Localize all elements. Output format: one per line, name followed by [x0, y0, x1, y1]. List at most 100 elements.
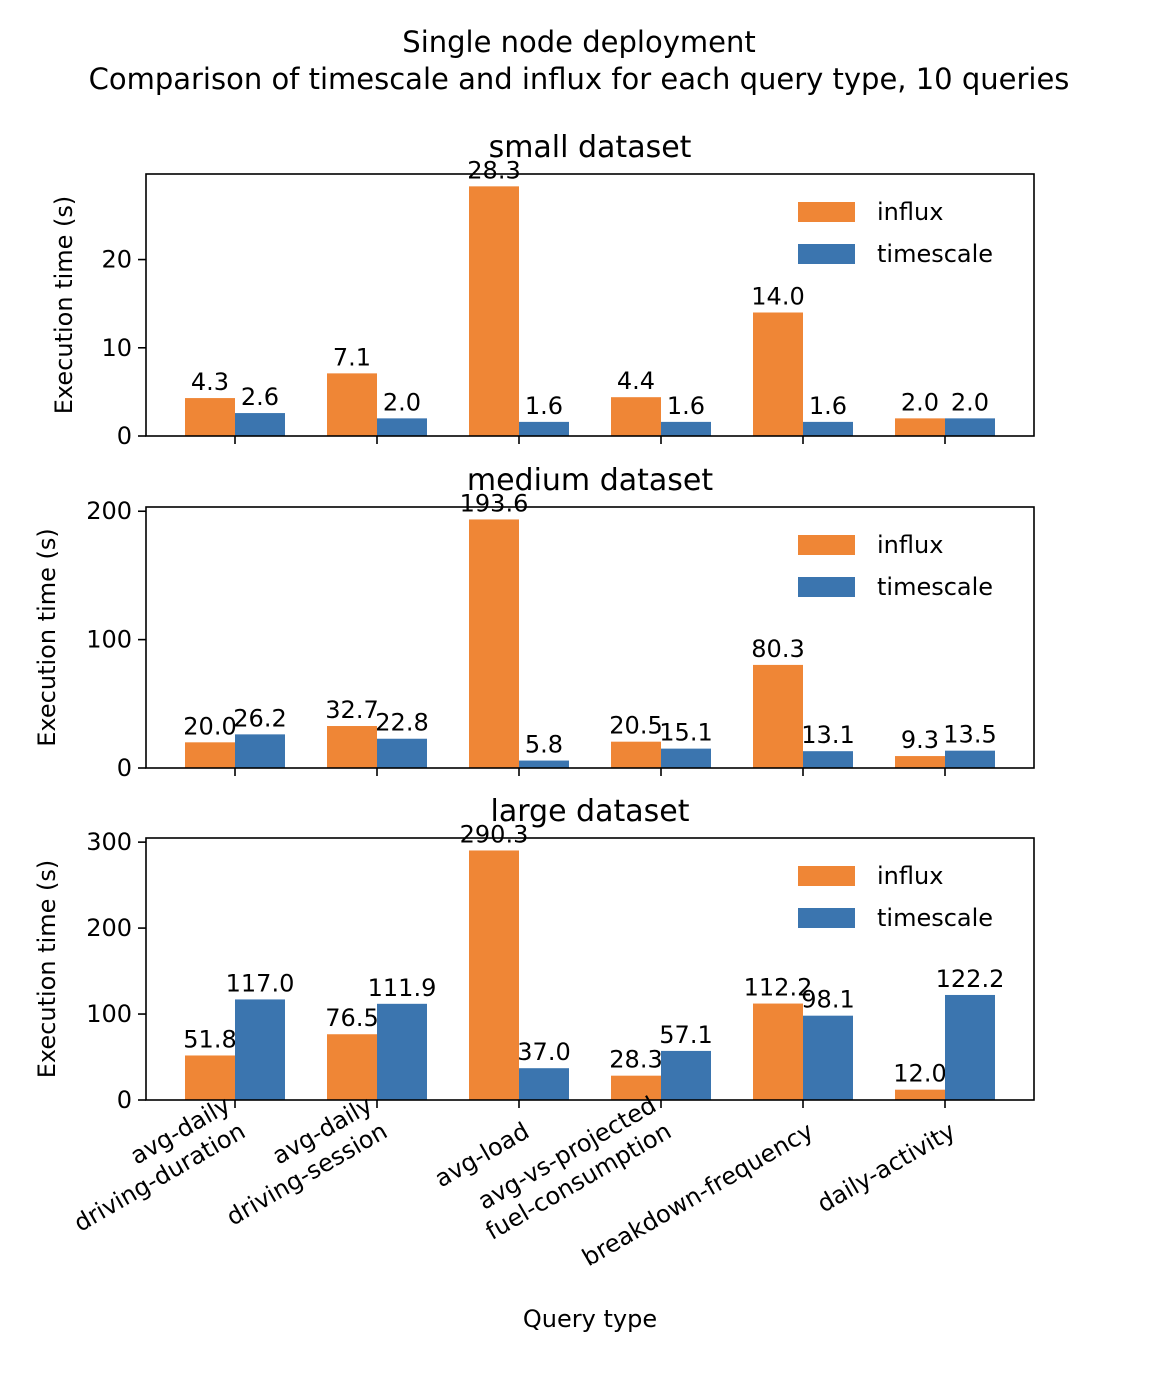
- data-label-influx-2: 32.7: [325, 696, 378, 724]
- data-label-influx-1: 4.3: [191, 368, 229, 396]
- bar-timescale-3: [519, 421, 569, 436]
- figure-title-line2: Comparison of timescale and influx for e…: [89, 62, 1070, 96]
- bar-influx-1: [185, 398, 235, 436]
- panel-title: large dataset: [491, 794, 690, 829]
- bar-timescale-5: [803, 751, 853, 768]
- data-label-timescale-1: 117.0: [226, 969, 295, 997]
- y-tick-label: 100: [86, 626, 132, 654]
- legend-swatch-timescale: [798, 577, 855, 597]
- data-label-timescale-5: 13.1: [801, 721, 854, 749]
- panel-title: medium dataset: [467, 463, 713, 498]
- figure-title-line1: Single node deployment: [402, 25, 755, 59]
- y-tick-label: 0: [117, 1086, 132, 1114]
- data-label-timescale-4: 1.6: [667, 392, 705, 420]
- data-label-influx-5: 14.0: [751, 282, 804, 310]
- y-tick-label: 200: [86, 497, 132, 525]
- legend: influx timescale: [798, 862, 993, 932]
- y-axis-label: Execution time (s): [33, 860, 61, 1078]
- bar-timescale-2: [377, 418, 427, 436]
- bar-influx-4: [611, 1075, 661, 1100]
- data-label-influx-4: 20.5: [609, 712, 662, 740]
- data-label-timescale-2: 2.0: [383, 388, 421, 416]
- legend: influx timescale: [798, 198, 993, 268]
- bar-influx-4: [611, 741, 661, 768]
- data-label-timescale-4: 57.1: [659, 1021, 712, 1049]
- y-tick-label: 10: [101, 334, 132, 362]
- data-label-influx-6: 2.0: [901, 388, 939, 416]
- data-label-influx-6: 12.0: [893, 1060, 946, 1088]
- y-tick-label: 200: [86, 914, 132, 942]
- data-label-timescale-5: 98.1: [801, 986, 854, 1014]
- data-label-timescale-1: 2.6: [241, 383, 279, 411]
- data-label-timescale-2: 22.8: [375, 709, 428, 737]
- bar-influx-6: [895, 418, 945, 436]
- data-label-influx-1: 51.8: [183, 1025, 236, 1053]
- bar-influx-2: [327, 373, 377, 436]
- data-label-timescale-4: 15.1: [659, 719, 712, 747]
- data-label-influx-4: 4.4: [617, 367, 655, 395]
- bar-timescale-4: [661, 421, 711, 436]
- axes-frame: [145, 506, 1035, 769]
- legend-swatch-influx: [798, 202, 855, 222]
- y-tick-label: 0: [117, 422, 132, 450]
- bar-influx-1: [185, 742, 235, 768]
- chart-panel-2: 20.0 32.7 193.6 20.5 80.3 9.3 26.2 22.8 5.8 15.1 1…: [33, 463, 1035, 782]
- y-tick-label: 20: [101, 246, 132, 274]
- data-label-influx-4: 28.3: [609, 1046, 662, 1074]
- y-axis-label: Execution time (s): [33, 528, 61, 746]
- bar-timescale-4: [661, 1050, 711, 1100]
- bar-timescale-1: [235, 413, 285, 436]
- y-tick-label: 0: [117, 754, 132, 782]
- data-label-influx-1: 20.0: [183, 712, 236, 740]
- legend-label-influx: influx: [877, 198, 943, 226]
- data-label-influx-3: 290.3: [460, 820, 529, 848]
- bar-influx-3: [469, 186, 519, 436]
- legend-label-influx: influx: [877, 531, 943, 559]
- data-label-influx-5: 112.2: [744, 974, 813, 1002]
- bar-timescale-6: [945, 750, 995, 768]
- bar-influx-6: [895, 1089, 945, 1100]
- bar-influx-4: [611, 397, 661, 436]
- bar-timescale-6: [945, 418, 995, 436]
- panel-title: small dataset: [489, 130, 692, 165]
- data-label-influx-3: 28.3: [467, 156, 520, 184]
- bar-timescale-2: [377, 1003, 427, 1100]
- data-label-influx-6: 9.3: [901, 726, 939, 754]
- bar-influx-5: [753, 1003, 803, 1100]
- bar-timescale-5: [803, 421, 853, 436]
- chart-panel-1: 4.3 7.1 28.3 4.4 14.0 2.0 2.6 2.0 1.6 1.6 1.6 2.0 0 1…: [50, 130, 1035, 450]
- y-tick-label: 300: [86, 828, 132, 856]
- bar-timescale-3: [519, 760, 569, 768]
- bar-timescale-1: [235, 734, 285, 768]
- legend-swatch-timescale: [798, 244, 855, 264]
- data-label-influx-3: 193.6: [460, 489, 529, 517]
- bar-timescale-6: [945, 994, 995, 1100]
- bar-timescale-2: [377, 738, 427, 768]
- axes-frame: [145, 837, 1035, 1101]
- y-axis-label: Execution time (s): [50, 196, 78, 414]
- x-axis-label: Query type: [523, 1305, 657, 1333]
- bar-timescale-4: [661, 748, 711, 768]
- legend-label-timescale: timescale: [877, 573, 993, 601]
- legend-swatch-timescale: [798, 908, 855, 928]
- data-label-timescale-3: 37.0: [517, 1038, 570, 1066]
- bar-influx-1: [185, 1055, 235, 1100]
- bar-influx-3: [469, 850, 519, 1100]
- legend-label-timescale: timescale: [877, 904, 993, 932]
- data-label-influx-5: 80.3: [751, 635, 804, 663]
- data-label-timescale-3: 5.8: [525, 731, 563, 759]
- data-label-timescale-3: 1.6: [525, 392, 563, 420]
- bar-influx-5: [753, 664, 803, 768]
- data-label-timescale-5: 1.6: [809, 392, 847, 420]
- y-tick-label: 100: [86, 1000, 132, 1028]
- bar-timescale-3: [519, 1068, 569, 1100]
- data-label-influx-2: 76.5: [325, 1004, 378, 1032]
- legend-label-influx: influx: [877, 862, 943, 890]
- legend: influx timescale: [798, 531, 993, 601]
- legend-swatch-influx: [798, 535, 855, 555]
- bar-timescale-5: [803, 1015, 853, 1100]
- data-label-influx-2: 7.1: [333, 343, 371, 371]
- bar-influx-2: [327, 726, 377, 768]
- data-label-timescale-6: 122.2: [936, 965, 1005, 993]
